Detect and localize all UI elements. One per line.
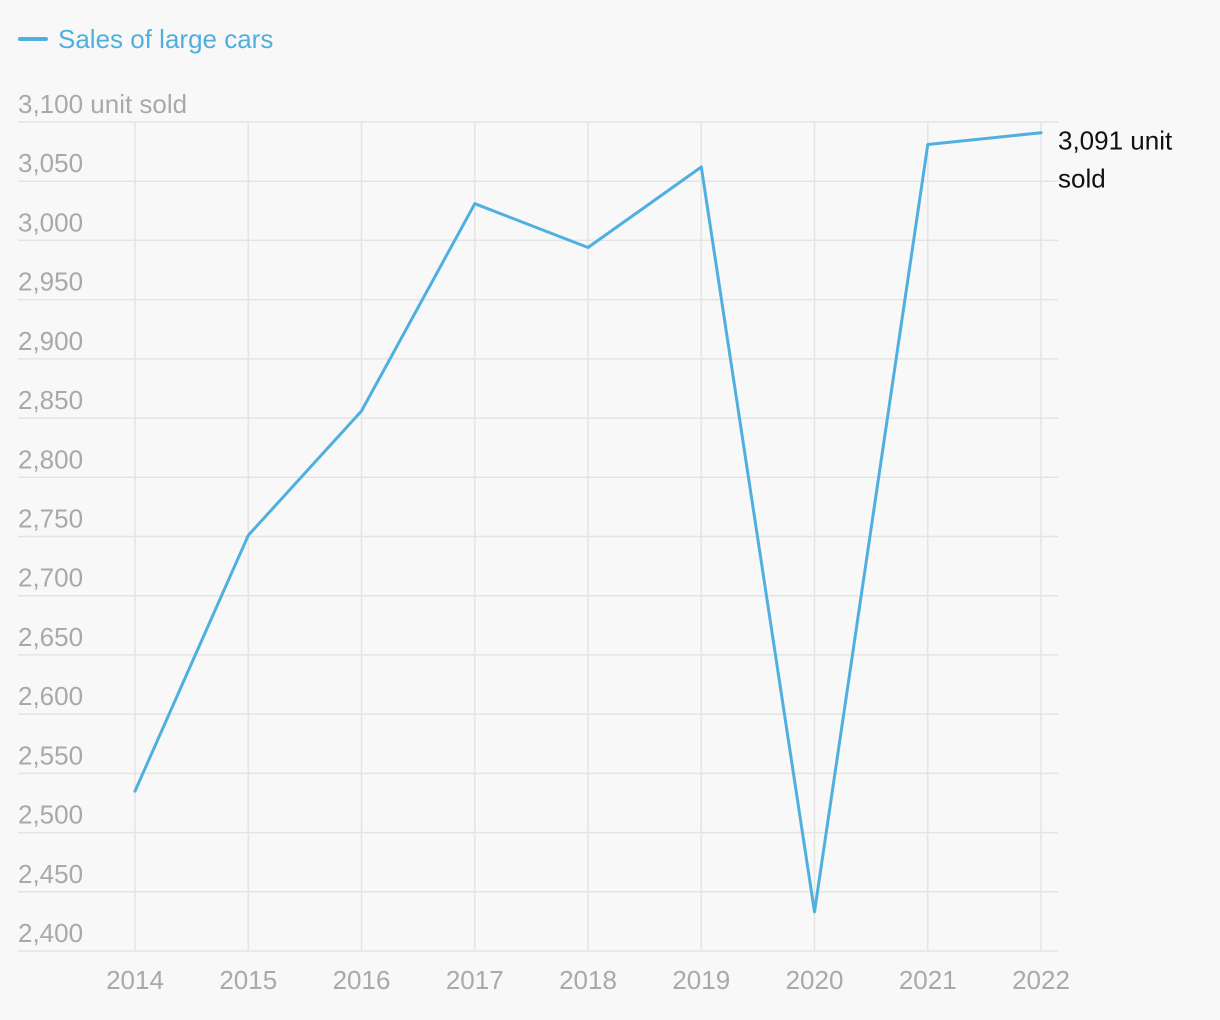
y-axis-tick-labels: 2,400 2,450 2,500 2,550 2,600 2,650 2,700 2,750… — [18, 89, 187, 948]
y-tick-label: 3,000 — [18, 207, 83, 237]
x-tick-label: 2014 — [106, 965, 164, 995]
legend-label: Sales of large cars — [58, 24, 274, 54]
y-tick-label: 2,750 — [18, 504, 83, 534]
x-tick-label: 2022 — [1012, 965, 1070, 995]
end-label-line1: 3,091 unit — [1058, 126, 1173, 156]
y-tick-label: 2,400 — [18, 918, 83, 948]
y-tick-label: 2,900 — [18, 326, 83, 356]
chart-legend: Sales of large cars — [18, 22, 273, 56]
y-tick-label: 2,600 — [18, 681, 83, 711]
x-tick-label: 2021 — [899, 965, 957, 995]
y-tick-label: 2,500 — [18, 800, 83, 830]
vertical-gridlines — [134, 122, 1042, 951]
x-tick-label: 2018 — [559, 965, 617, 995]
y-tick-label: 3,050 — [18, 148, 83, 178]
series-group — [133, 131, 1043, 914]
end-label-group: 3,091 unit sold — [1058, 126, 1173, 194]
y-tick-label: 2,800 — [18, 444, 83, 474]
legend-swatch — [18, 37, 48, 41]
x-tick-label: 2017 — [446, 965, 504, 995]
x-tick-label: 2020 — [786, 965, 844, 995]
x-tick-label: 2016 — [333, 965, 391, 995]
y-tick-label: 2,950 — [18, 267, 83, 297]
horizontal-gridlines — [18, 121, 1058, 952]
y-tick-label: 2,850 — [18, 385, 83, 415]
x-axis-tick-labels: 2014 2015 2016 2017 2018 2019 2020 2021 2022 — [106, 965, 1070, 995]
y-tick-label: 2,650 — [18, 622, 83, 652]
y-tick-label: 2,450 — [18, 859, 83, 889]
y-tick-label: 2,550 — [18, 740, 83, 770]
x-tick-label: 2015 — [219, 965, 277, 995]
y-tick-label: 3,100 unit sold — [18, 89, 187, 119]
end-label-line2: sold — [1058, 164, 1106, 194]
y-tick-label: 2,700 — [18, 563, 83, 593]
x-tick-label: 2019 — [672, 965, 730, 995]
series-line — [133, 131, 1043, 914]
